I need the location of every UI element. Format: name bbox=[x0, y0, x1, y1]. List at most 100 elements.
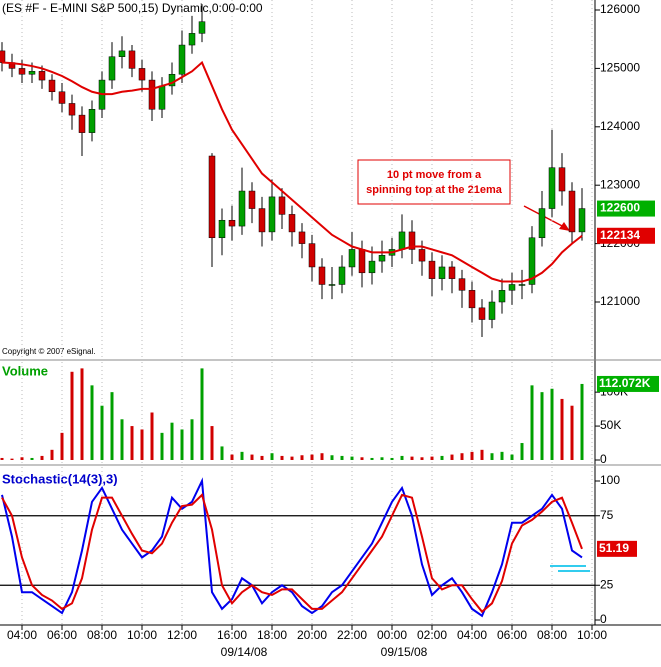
annotation: 10 pt move from a spinning top at the 21e… bbox=[366, 169, 503, 196]
copyright: Copyright © 2007 eSignal. bbox=[2, 347, 96, 356]
candle-body bbox=[448, 266, 456, 279]
x-tick-label: 04:00 bbox=[457, 628, 487, 642]
stoch-label-box bbox=[597, 540, 637, 557]
volume-bar bbox=[400, 455, 404, 460]
x-tick-label: 06:00 bbox=[497, 628, 527, 642]
volume-bar bbox=[110, 392, 114, 460]
volume-bar bbox=[280, 455, 284, 460]
volume-bar bbox=[450, 454, 454, 460]
y-tick-label: 125000 bbox=[600, 61, 640, 75]
candle-body bbox=[488, 301, 496, 320]
candle-body bbox=[478, 307, 486, 320]
candle-body bbox=[188, 33, 196, 46]
x-tick-label: 02:00 bbox=[417, 628, 447, 642]
volume-bar bbox=[300, 455, 304, 460]
annotation-box bbox=[357, 159, 511, 205]
y-tick-label: 123000 bbox=[600, 177, 640, 191]
volume-bar bbox=[130, 426, 134, 460]
volume-bar bbox=[360, 457, 364, 460]
x-tick-label: 20:00 bbox=[297, 628, 327, 642]
volume-bar bbox=[330, 455, 334, 460]
candle-body bbox=[0, 50, 6, 63]
candle-body bbox=[28, 71, 36, 75]
arrow-head bbox=[559, 222, 570, 231]
volume-label-box bbox=[597, 375, 659, 392]
candle-body bbox=[138, 68, 146, 81]
candle-body bbox=[168, 73, 176, 87]
volume-bar bbox=[60, 432, 64, 460]
x-tick-label: 00:00 bbox=[377, 628, 407, 642]
volume-bar bbox=[90, 385, 94, 460]
x-tick-label: 12:00 bbox=[167, 628, 197, 642]
candle-body bbox=[248, 190, 256, 209]
candle-body bbox=[358, 249, 366, 274]
candle-body bbox=[208, 155, 216, 239]
candle-body bbox=[578, 208, 586, 233]
candle-body bbox=[338, 266, 346, 285]
candle-body bbox=[38, 71, 46, 81]
x-tick-label: 08:00 bbox=[87, 628, 117, 642]
volume-bar bbox=[440, 455, 444, 460]
chart-title: (ES #F - E-MINI S&P 500,15) Dynamic,0:00… bbox=[2, 1, 263, 15]
volume-bar bbox=[100, 405, 104, 460]
volume-bar bbox=[140, 429, 144, 460]
volume-bar bbox=[190, 419, 194, 460]
candle-body bbox=[58, 91, 66, 104]
candle-body bbox=[198, 21, 206, 34]
candle-body bbox=[518, 284, 526, 286]
volume-bar bbox=[460, 453, 464, 460]
y-tick-label: 0 bbox=[600, 452, 607, 466]
volume-bar bbox=[40, 455, 44, 460]
candle-body bbox=[498, 290, 506, 303]
y-tick-label: 126000 bbox=[600, 2, 640, 16]
volume-bar bbox=[370, 457, 374, 460]
candle-body bbox=[108, 56, 116, 81]
candle-body bbox=[348, 249, 356, 268]
volume-bar bbox=[70, 371, 74, 460]
volume-title: Volume bbox=[2, 363, 48, 378]
candle-body bbox=[268, 196, 276, 233]
volume-bar bbox=[290, 456, 294, 460]
date-label: 09/14/08 bbox=[221, 645, 268, 659]
volume-bar bbox=[380, 457, 384, 460]
candle-body bbox=[378, 255, 386, 262]
x-tick-label: 22:00 bbox=[337, 628, 367, 642]
x-tick-label: 16:00 bbox=[217, 628, 247, 642]
candle-body bbox=[288, 214, 296, 233]
x-tick-label: 06:00 bbox=[47, 628, 77, 642]
y-tick-label: 121000 bbox=[600, 294, 640, 308]
candle-body bbox=[78, 114, 86, 133]
volume-bar bbox=[310, 454, 314, 460]
candle-body bbox=[398, 231, 406, 250]
volume-bar bbox=[160, 432, 164, 460]
candle-body bbox=[328, 284, 336, 286]
stoch-label: 51.19 bbox=[599, 541, 629, 555]
candle-body bbox=[18, 68, 26, 75]
price-label: 122600 bbox=[600, 201, 640, 215]
volume-bar bbox=[540, 392, 544, 460]
volume-bar bbox=[480, 449, 484, 460]
volume-bar bbox=[530, 385, 534, 460]
price-label-box bbox=[597, 200, 655, 217]
candle-body bbox=[118, 50, 126, 57]
candle-body bbox=[148, 79, 156, 110]
ema-line bbox=[1, 60, 583, 283]
y-tick-label: 100 bbox=[600, 473, 620, 487]
volume-bar bbox=[550, 388, 554, 460]
volume-bar bbox=[150, 412, 154, 460]
candle-body bbox=[458, 278, 466, 291]
volume-bar bbox=[10, 458, 14, 460]
date-label: 09/15/08 bbox=[381, 645, 428, 659]
volume-bar bbox=[520, 443, 524, 460]
candle-body bbox=[368, 260, 376, 274]
volume-bar bbox=[0, 457, 4, 460]
volume-bar bbox=[180, 429, 184, 460]
volume-bar bbox=[210, 426, 214, 460]
candle-body bbox=[238, 190, 246, 227]
candle-body bbox=[428, 260, 436, 279]
stoch-line bbox=[1, 493, 583, 614]
x-tick-label: 18:00 bbox=[257, 628, 287, 642]
price-label-box bbox=[597, 227, 655, 244]
volume-bar bbox=[570, 405, 574, 460]
